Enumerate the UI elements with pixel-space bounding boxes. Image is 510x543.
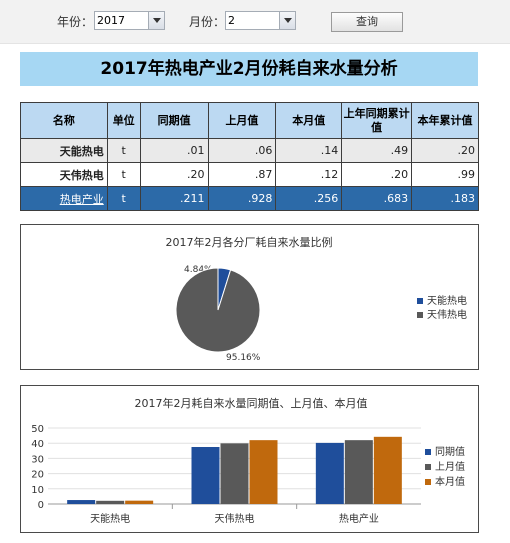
pie-slice-label: 95.16% [226,353,261,363]
y-tick-label: 30 [31,454,44,465]
bar-chart: 2017年2月耗自来水量同期值、上月值、本月值 0 10 20 30 40 50 天能热电 天伟… [31,396,465,525]
cell-value: .49 [341,138,413,163]
data-table: 名称 单位 同期值 上月值 本月值 上年同期累计值 本年累计值 天能热电 t .… [20,102,479,211]
cell-value: .183 [411,186,479,211]
table-header-row: 名称 单位 同期值 上月值 本月值 上年同期累计值 本年累计值 [20,102,479,139]
row-unit: t [106,186,141,211]
column-header: 单位 [106,102,141,139]
y-tick-label: 40 [31,439,44,450]
row-unit: t [106,162,141,187]
filter-bar: 年份： 2017 月份： 2 查询 [0,0,510,44]
pie-slice [175,267,261,353]
bar [67,500,96,504]
chart-title: 2017年2月各分厂耗自来水量比例 [166,235,333,249]
cell-value: .20 [139,162,209,187]
column-header: 本月值 [275,102,343,139]
table-row: 天能热电 t .01 .06 .14 .49 .20 [20,138,479,163]
legend-label: 天伟热电 [427,308,467,321]
month-select-value: 2 [228,14,235,27]
bar [125,500,154,504]
column-header: 名称 [20,102,108,139]
chevron-down-icon[interactable] [279,12,295,29]
cell-value: .01 [139,138,209,163]
month-select[interactable]: 2 [225,11,296,30]
cell-value: .87 [207,162,277,187]
chart-title: 2017年2月耗自来水量同期值、上月值、本月值 [135,396,368,410]
cell-value: .20 [341,162,413,187]
y-tick-label: 10 [31,485,44,496]
column-header: 本年累计值 [411,102,479,139]
bar [249,440,278,504]
x-tick-label: 天伟热电 [215,512,255,525]
y-tick-label: 0 [38,500,44,511]
x-tick-label: 天能热电 [90,512,130,525]
legend-swatch [417,298,423,304]
column-header: 上年同期累计值 [341,102,413,139]
cell-value: .12 [275,162,343,187]
cell-value: .683 [341,186,413,211]
year-select-value: 2017 [97,14,125,27]
year-select[interactable]: 2017 [94,11,165,30]
legend-swatch [425,479,431,485]
table-row: 天伟热电 t .20 .87 .12 .20 .99 [20,162,479,187]
y-tick-label: 50 [31,424,44,435]
x-tick-label: 热电产业 [339,512,379,525]
y-tick-label: 20 [31,470,44,481]
month-label: 月份： [189,15,226,29]
legend-label: 本月值 [435,475,465,488]
query-button[interactable]: 查询 [331,12,403,32]
cell-value: .06 [207,138,277,163]
cell-value: .14 [275,138,343,163]
page-title: 2017年热电产业2月份耗自来水量分析 [20,52,478,86]
legend-label: 上月值 [435,460,465,473]
column-header: 同期值 [139,102,209,139]
bar-chart-panel: 2017年2月耗自来水量同期值、上月值、本月值 0 10 20 30 40 50 天能热电 天伟… [20,385,479,533]
cell-value: .211 [139,186,209,211]
bar [344,440,373,504]
cell-value: .256 [275,186,343,211]
chevron-down-icon[interactable] [148,12,164,29]
year-label: 年份： [57,15,94,29]
cell-value: .99 [411,162,479,187]
column-header: 上月值 [207,102,277,139]
bar [373,436,402,504]
bar [191,447,220,504]
pie-slice-label: 4.84% [184,265,213,275]
row-name-link[interactable]: 热电产业 [20,186,108,211]
row-unit: t [106,138,141,163]
legend-swatch [425,464,431,470]
pie-chart-panel: 2017年2月各分厂耗自来水量比例 4.84% 95.16% 天能热电 天伟热电 [20,224,479,370]
legend-swatch [425,449,431,455]
table-row-total: 热电产业 t .211 .928 .256 .683 .183 [20,186,479,211]
bar [96,500,125,504]
legend-swatch [417,312,423,318]
row-name: 天能热电 [20,138,108,163]
legend-label: 同期值 [435,445,465,458]
cell-value: .928 [207,186,277,211]
cell-value: .20 [411,138,479,163]
legend-label: 天能热电 [427,294,467,307]
bar [220,443,249,504]
row-name: 天伟热电 [20,162,108,187]
bar [315,442,344,504]
